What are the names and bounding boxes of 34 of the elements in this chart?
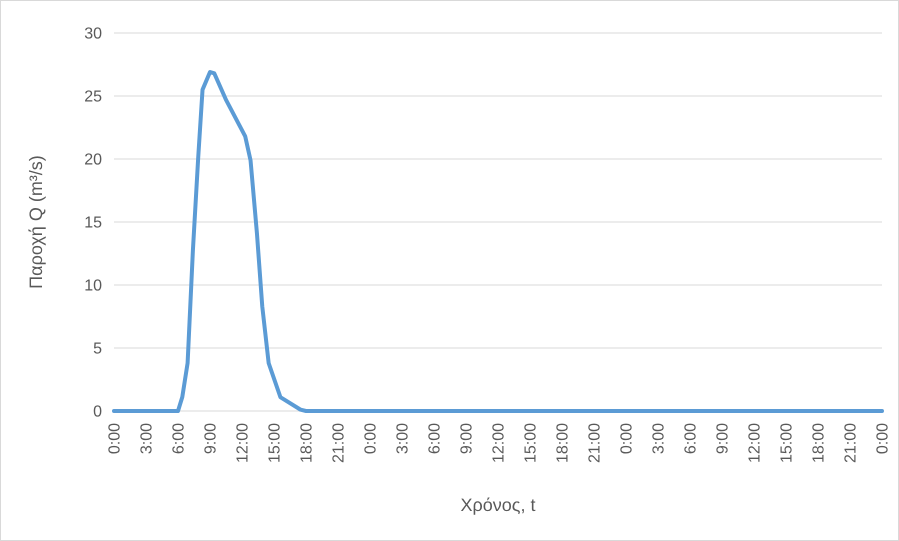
x-tick-label: 9:00 [458, 422, 476, 454]
x-tick-label: 15:00 [522, 422, 540, 464]
x-tick-label: 18:00 [810, 422, 828, 464]
x-tick-label: 9:00 [714, 422, 732, 454]
x-tick-label: 12:00 [234, 422, 252, 464]
x-tick-label: 0:00 [874, 422, 892, 454]
y-tick-label: 10 [84, 278, 102, 295]
x-tick-label: 9:00 [202, 422, 220, 454]
x-tick-label: 0:00 [106, 422, 124, 454]
x-tick-label: 6:00 [426, 422, 444, 454]
y-axis-title: Παροχή Q (m³/s) [26, 155, 46, 289]
x-tick-label: 21:00 [330, 422, 348, 464]
x-tick-label: 18:00 [298, 422, 316, 464]
x-tick-label: 0:00 [618, 422, 636, 454]
x-tick-label: 12:00 [746, 422, 764, 464]
y-tick-label: 30 [84, 26, 102, 43]
x-axis-title: Χρόνος, t [460, 495, 536, 515]
x-tick-label: 21:00 [586, 422, 604, 464]
y-tick-label: 5 [93, 340, 102, 358]
x-tick-label: 15:00 [778, 422, 796, 464]
x-tick-label: 18:00 [554, 422, 572, 464]
x-tick-label: 3:00 [650, 422, 668, 454]
x-tick-label: 3:00 [394, 422, 412, 454]
x-tick-label: 6:00 [682, 422, 700, 454]
y-tick-label: 0 [93, 404, 102, 421]
y-tick-label: 20 [84, 152, 102, 169]
x-tick-label: 12:00 [490, 422, 508, 464]
y-tick-label: 25 [84, 88, 102, 106]
x-tick-label: 21:00 [842, 422, 860, 464]
x-tick-label: 6:00 [170, 422, 188, 454]
x-tick-label: 3:00 [138, 422, 156, 454]
x-tick-label: 0:00 [362, 422, 380, 454]
x-tick-label: 15:00 [266, 422, 284, 464]
y-tick-label: 15 [84, 214, 102, 232]
